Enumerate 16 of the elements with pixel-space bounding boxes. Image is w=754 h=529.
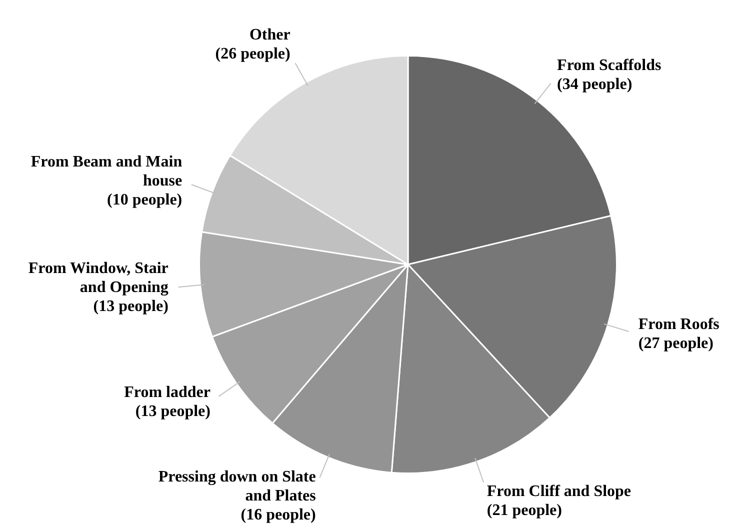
slice-label: Other <box>249 26 290 44</box>
slice-label: Pressing down on Slate and Plates <box>158 468 316 505</box>
slice-label: From Window, Stair and Opening <box>28 260 168 296</box>
slice-label: From Scaffolds <box>557 57 662 74</box>
data-label: (13 people) <box>93 298 168 316</box>
slice-label: From Cliff and Slope <box>486 483 632 500</box>
data-label: (10 people) <box>107 191 182 208</box>
data-label: (27 people) <box>638 335 714 352</box>
data-label: (13 people) <box>135 402 210 420</box>
data-label: (34 people) <box>557 76 632 94</box>
data-label: (16 people) <box>240 506 316 524</box>
slice-label: From Beam and Main house <box>30 153 182 190</box>
data-label: (26 people) <box>215 46 290 63</box>
slice-label: From Roofs <box>638 316 720 334</box>
data-label: (21 people) <box>486 502 562 520</box>
slice-label: From ladder <box>124 384 210 401</box>
